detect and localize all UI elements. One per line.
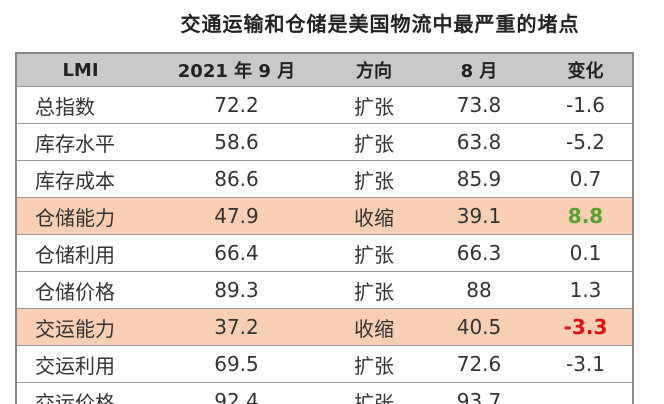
table-cell: -3.3 xyxy=(539,308,633,346)
table-cell: 89.3 xyxy=(144,271,329,309)
table-cell: 收缩 xyxy=(329,197,419,235)
table-cell: 66.3 xyxy=(419,234,539,272)
table-cell: 扩张 xyxy=(329,345,419,383)
table-cell: 扩张 xyxy=(329,382,419,404)
header-cell: 8 月 xyxy=(419,53,539,87)
table-row: 交运利用 69.5 扩张 72.6 -3.1 xyxy=(16,345,633,383)
table-cell: 47.9 xyxy=(144,197,329,235)
table-cell: 73.8 xyxy=(419,86,539,124)
table-cell: 72.6 xyxy=(419,345,539,383)
table-cell: 扩张 xyxy=(329,86,419,124)
row-label: 交运能力 xyxy=(16,308,144,346)
title: 交通运输和仓储是美国物流中最严重的堵点 xyxy=(180,12,580,36)
table-cell: 39.1 xyxy=(419,197,539,235)
table-row: 仓储价格 89.3 扩张 88 1.3 xyxy=(16,271,633,309)
table-cell: 37.2 xyxy=(144,308,329,346)
table-cell: 8.8 xyxy=(539,197,633,235)
table-cell: 0.1 xyxy=(539,234,633,272)
table-cell: 扩张 xyxy=(329,234,419,272)
row-label: 库存成本 xyxy=(16,160,144,198)
table-cell: 扩张 xyxy=(329,271,419,309)
table-cell xyxy=(539,382,633,404)
header-cell: LMI xyxy=(16,53,144,87)
table-cell: 0.7 xyxy=(539,160,633,198)
row-label: 交运利用 xyxy=(16,345,144,383)
row-label: 交运价格 xyxy=(16,382,144,404)
table-cell: 63.8 xyxy=(419,123,539,161)
table-cell: 85.9 xyxy=(419,160,539,198)
data-table: LMI 2021 年 9 月方向 8 月变化 总指数 72.2 扩张 73.8 -1.6 库存… xyxy=(15,52,634,404)
table-cell: 1.3 xyxy=(539,271,633,309)
header-row: LMI 2021 年 9 月方向 8 月变化 xyxy=(16,53,633,87)
row-label: 仓储价格 xyxy=(16,271,144,309)
table-cell: 58.6 xyxy=(144,123,329,161)
table-cell: 扩张 xyxy=(329,160,419,198)
table-cell: 88 xyxy=(419,271,539,309)
header-cell: 方向 xyxy=(329,53,419,87)
table-cell: 92.4 xyxy=(144,382,329,404)
table-cell: 93.7 xyxy=(419,382,539,404)
table-cell: 66.4 xyxy=(144,234,329,272)
table-row: 库存水平 58.6 扩张 63.8 -5.2 xyxy=(16,123,633,161)
table-row: 总指数 72.2 扩张 73.8 -1.6 xyxy=(16,86,633,124)
table-cell: 40.5 xyxy=(419,308,539,346)
header-cell: 2021 年 9 月 xyxy=(144,53,329,87)
table-cell: -1.6 xyxy=(539,86,633,124)
row-label: 库存水平 xyxy=(16,123,144,161)
table-cell: -5.2 xyxy=(539,123,633,161)
header-cell: 变化 xyxy=(539,53,633,87)
table-cell: -3.1 xyxy=(539,345,633,383)
table-cell: 扩张 xyxy=(329,123,419,161)
table-row: 仓储利用 66.4 扩张 66.3 0.1 xyxy=(16,234,633,272)
table-row: 仓储能力 47.9 收缩 39.1 8.8 xyxy=(16,197,633,235)
table-cell: 86.6 xyxy=(144,160,329,198)
table-row: 库存成本 86.6 扩张 85.9 0.7 xyxy=(16,160,633,198)
table-row: 交运价格 92.4 扩张 93.7 xyxy=(16,382,633,404)
row-label: 总指数 xyxy=(16,86,144,124)
table-cell: 收缩 xyxy=(329,308,419,346)
table-cell: 72.2 xyxy=(144,86,329,124)
row-label: 仓储利用 xyxy=(16,234,144,272)
table-row: 交运能力 37.2 收缩 40.5 -3.3 xyxy=(16,308,633,346)
table-cell: 69.5 xyxy=(144,345,329,383)
row-label: 仓储能力 xyxy=(16,197,144,235)
